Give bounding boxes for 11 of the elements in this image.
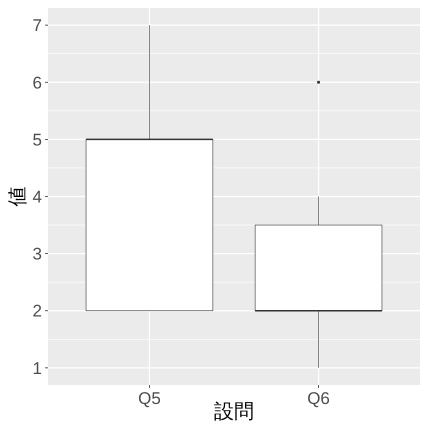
y-tick-label: 7 xyxy=(32,16,42,36)
y-tick-label: 2 xyxy=(32,302,42,321)
y-tick-label: 4 xyxy=(32,188,42,206)
y-axis-title: 値 xyxy=(7,186,29,206)
x-tick-label: Q6 xyxy=(307,389,330,408)
y-tick-label: 3 xyxy=(32,244,42,264)
y-tick-label: 6 xyxy=(32,73,42,92)
x-tick-label: Q5 xyxy=(138,389,161,408)
x-axis-title: 設問 xyxy=(214,401,254,423)
y-tick-label: 5 xyxy=(32,130,42,150)
y-tick-label: 1 xyxy=(32,358,42,378)
